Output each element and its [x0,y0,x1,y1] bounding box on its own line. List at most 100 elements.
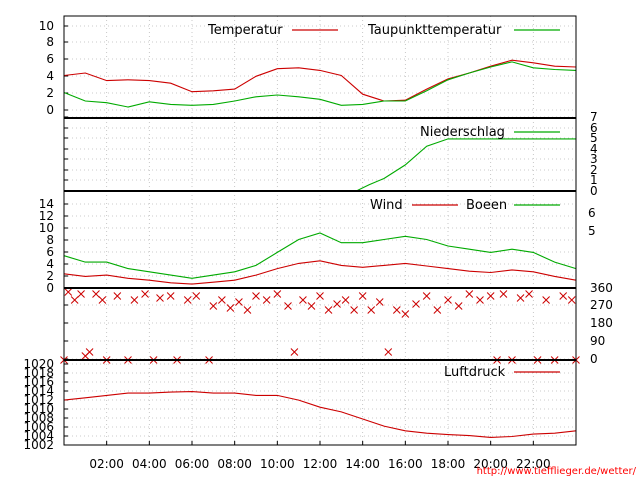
y-tick-label: 6 [590,121,598,135]
y-tick-label: 10 [39,19,54,33]
scatter-point [454,302,463,310]
x-tick-label: 16:00 [388,457,423,471]
legend-label: Wind [370,198,403,213]
legend-label: Boeen [466,198,507,213]
scatter-point [299,296,307,304]
legend-label: Taupunkttemperatur [367,23,502,38]
scatter-point [324,306,333,314]
scatter-point [273,290,282,298]
scatter-point [350,306,358,314]
x-tick-label: 02:00 [89,457,124,471]
series-line [63,61,577,108]
scatter-point [392,306,401,314]
series-line [63,260,577,285]
x-tick-label: 22:00 [516,457,551,471]
scatter-point [422,292,431,300]
scatter-point [98,296,107,304]
y-tick-label: 0 [46,281,54,295]
legend-label: Temperatur [207,23,283,38]
y-tick-label: 10 [39,221,54,235]
scatter-point [156,294,164,302]
y-tick-label: 12 [39,209,54,223]
y-tick-label: 1002 [23,438,54,452]
series-line [64,138,576,192]
x-tick-label: 20:00 [473,457,508,471]
y-tick-label: 4 [46,69,54,83]
scatter-point [243,306,252,314]
scatter-point [367,306,376,314]
scatter-point [85,348,94,356]
scatter-point [290,348,299,356]
credit-link: http://www.tiefflieger.de/wetter/ [477,466,637,477]
y-tick-label: 1018 [23,366,54,380]
y-tick-label: 6 [46,245,54,259]
x-tick-label: 18:00 [431,457,466,471]
x-tick-label: 08:00 [217,457,252,471]
y-tick-label: 8 [46,233,54,247]
scatter-point [333,300,341,308]
y-tick-label: 360 [590,281,613,295]
scatter-point [316,292,324,300]
y-tick-label: 2 [46,86,54,100]
legend-label: Niederschlag [420,125,505,140]
scatter-point [499,290,508,298]
y-tick-label: 180 [590,316,613,330]
scatter-point [476,296,484,304]
scatter-point [235,298,243,306]
y-tick-label: 1014 [23,384,54,398]
scatter-point [486,292,495,300]
scatter-point [358,292,367,300]
scatter-point [262,296,271,304]
scatter-point [307,302,316,310]
scatter-point [166,292,175,300]
series-line [63,59,577,102]
y-tick-label: 1020 [23,357,54,371]
y-tick-label: 2 [46,269,54,283]
x-tick-label: 12:00 [303,457,338,471]
y-tick-label: 270 [590,298,613,312]
scatter-point [92,290,100,298]
y-tick-label: 4 [46,257,54,271]
scatter-point [525,290,533,298]
y-tick-label-right: 6 [588,206,596,220]
y-tick-label: 0 [590,352,598,366]
y-tick-label: 7 [590,110,598,124]
y-tick-label: 1008 [23,411,54,425]
scatter-point [252,292,260,300]
scatter-point [130,296,139,304]
y-tick-label: 2 [590,163,598,177]
x-tick-label: 04:00 [132,457,167,471]
legend-label: Luftdruck [444,365,506,380]
scatter-point [77,290,85,298]
y-tick-label: 1016 [23,375,54,389]
scatter-point [516,294,525,302]
y-tick-label: 6 [46,52,54,66]
scatter-point [412,300,420,308]
scatter-point [542,296,550,304]
y-tick-label: 5 [590,131,598,145]
y-tick-label: 4 [590,142,598,156]
x-tick-label: 06:00 [175,457,210,471]
scatter-point [433,306,442,314]
scatter-point [226,304,235,312]
scatter-point [401,310,410,318]
series-line [63,391,577,438]
scatter-point [284,302,292,310]
scatter-point [113,292,122,300]
x-tick-label: 10:00 [260,457,295,471]
series-line [63,232,577,279]
scatter-point [375,298,384,306]
y-tick-label: 8 [46,35,54,49]
scatter-point [192,292,201,300]
y-tick-label: 3 [590,152,598,166]
scatter-point [141,290,149,298]
scatter-point [559,292,568,300]
y-tick-label: 0 [590,184,598,198]
y-tick-label: 1004 [23,429,54,443]
y-tick-label: 1010 [23,402,54,416]
scatter-point [70,296,79,304]
x-tick-label: 14:00 [345,457,380,471]
y-tick-label: 1 [590,173,598,187]
scatter-point [209,302,218,310]
